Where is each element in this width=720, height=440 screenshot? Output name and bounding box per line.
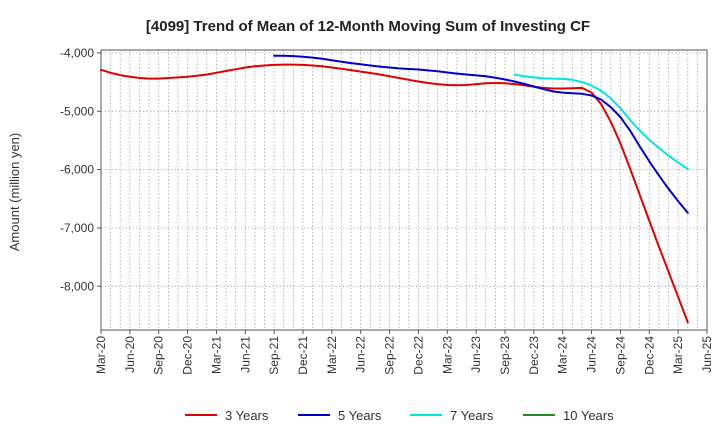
series-line-7-years [513, 73, 689, 170]
x-tick-label: Mar-25 [671, 336, 685, 374]
legend-label: 10 Years [563, 408, 614, 423]
series-line-3-years [100, 63, 689, 324]
y-axis-ticks: -4,000 -5,000 -6,000 -7,000 -8,000 [60, 46, 101, 293]
x-tick-label: Mar-21 [209, 336, 223, 374]
y-tick-label: -7,000 [60, 221, 94, 235]
legend: 3 Years 5 Years 7 Years 10 Years [185, 408, 614, 423]
x-tick-label: Dec-22 [411, 336, 425, 375]
chart-title: [4099] Trend of Mean of 12-Month Moving … [146, 18, 590, 35]
grid-lines [101, 50, 707, 330]
x-tick-label: Dec-21 [296, 336, 310, 375]
series-lines [100, 54, 689, 324]
legend-label: 5 Years [338, 408, 382, 423]
x-tick-label: Jun-21 [238, 336, 252, 373]
x-tick-label: Sep-23 [498, 336, 512, 375]
plot-area [100, 49, 708, 331]
legend-label: 3 Years [225, 408, 269, 423]
y-tick-label: -5,000 [60, 104, 94, 118]
y-axis-label: Amount (million yen) [7, 133, 22, 252]
x-tick-label: Sep-22 [383, 336, 397, 375]
x-tick-label: Jun-20 [123, 336, 137, 373]
x-axis-ticks: Mar-20 Jun-20 Sep-20 Dec-20 Mar-21 Jun-21 Sep-… [94, 330, 714, 375]
x-tick-label: Sep-24 [613, 336, 627, 375]
x-tick-label: Dec-20 [181, 336, 195, 375]
x-tick-label: Sep-20 [152, 336, 166, 375]
x-tick-label: Jun-23 [469, 336, 483, 373]
x-tick-label: Sep-21 [267, 336, 281, 375]
series-line-5-years [273, 54, 689, 214]
x-tick-label: Jun-24 [585, 336, 599, 373]
y-tick-label: -6,000 [60, 163, 94, 177]
x-tick-label: Dec-23 [527, 336, 541, 375]
x-tick-label: Jun-25 [700, 336, 714, 373]
x-tick-label: Jun-22 [354, 336, 368, 373]
x-tick-label: Mar-20 [94, 336, 108, 374]
y-tick-label: -8,000 [60, 279, 94, 293]
x-tick-label: Mar-22 [325, 336, 339, 374]
legend-label: 7 Years [450, 408, 494, 423]
x-tick-label: Dec-24 [642, 336, 656, 375]
x-tick-label: Mar-23 [440, 336, 454, 374]
y-tick-label: -4,000 [60, 46, 94, 60]
x-tick-label: Mar-24 [556, 336, 570, 374]
